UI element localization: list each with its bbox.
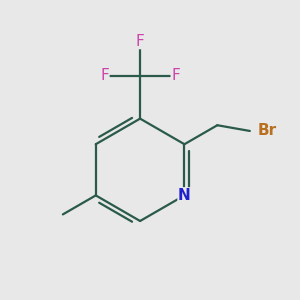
Text: N: N	[178, 188, 191, 203]
Text: F: F	[136, 34, 145, 49]
Text: F: F	[171, 68, 180, 83]
Text: F: F	[100, 68, 109, 83]
Text: Br: Br	[258, 124, 277, 139]
